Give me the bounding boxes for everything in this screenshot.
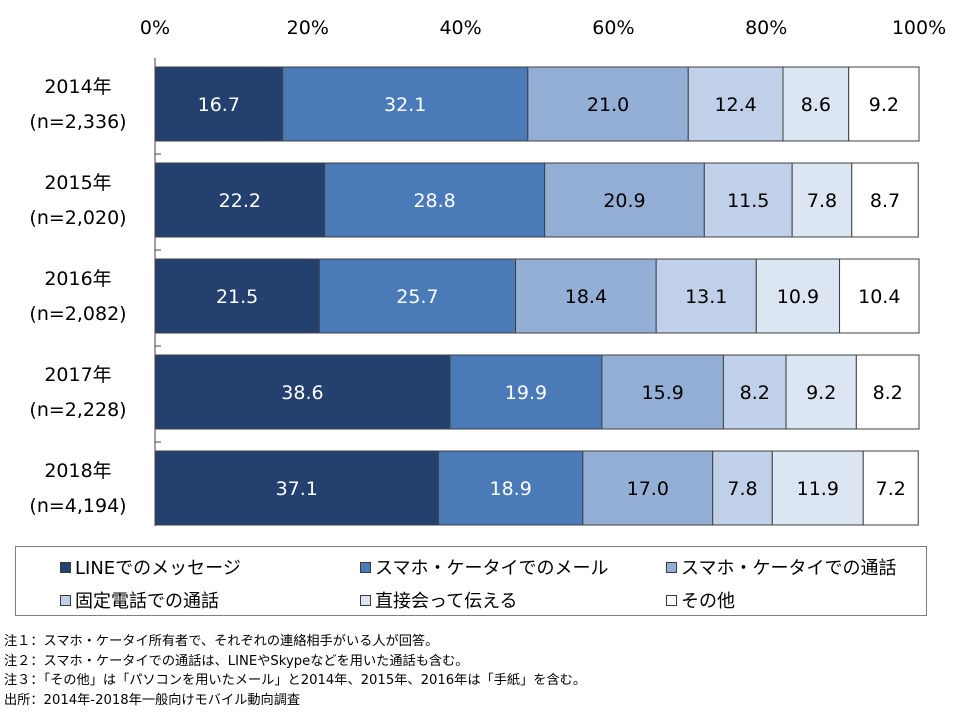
note-2: 注２：スマホ・ケータイでの通話は、LINEやSkypeなどを用いた通話も含む。 <box>4 653 469 669</box>
bar-segment <box>154 162 326 238</box>
data-label: 13.1 <box>685 286 727 308</box>
stacked-bar-chart: 0% 20% 40% 60% 80% 100% 16.7 32.1 21.0 12.4 8.6 9.2… <box>29 17 946 526</box>
legend-label: スマホ・ケータイでの通話 <box>681 558 897 579</box>
bar-segment <box>601 354 724 430</box>
bar-segment <box>687 66 784 142</box>
x-tick-label: 40% <box>439 17 481 39</box>
note-3: 注３：「その他」は「パソコンを用いたメール」と2014年、2015年、2016年… <box>4 673 587 688</box>
bar-segment <box>712 450 773 526</box>
y-category-label: (n=2,082) <box>29 303 126 325</box>
bar-segment <box>324 162 546 238</box>
y-category-label: (n=4,194) <box>29 495 126 517</box>
data-label: 12.4 <box>714 94 756 116</box>
legend-label: LINEでのメッセージ <box>75 558 241 579</box>
data-label: 21.5 <box>216 286 258 308</box>
bar-segment <box>782 66 850 142</box>
bar-segment <box>544 162 705 238</box>
legend-label: 固定電話での通話 <box>75 591 219 612</box>
bar-segment <box>154 450 439 526</box>
legend-item-mobile-mail: スマホ・ケータイでのメール <box>360 554 608 580</box>
data-label: 15.9 <box>642 382 684 404</box>
data-label: 21.0 <box>587 94 629 116</box>
legend-item-line-message: LINEでのメッセージ <box>60 554 241 580</box>
data-label: 8.7 <box>870 190 900 212</box>
data-label: 8.2 <box>873 382 903 404</box>
x-tick-label: 0% <box>140 17 170 39</box>
legend-swatch <box>60 561 71 573</box>
legend-label: スマホ・ケータイでのメール <box>375 558 609 579</box>
legend-label: その他 <box>681 591 735 612</box>
bar-segment <box>755 258 841 334</box>
legend-swatch <box>360 561 371 573</box>
data-label: 18.9 <box>489 478 531 500</box>
legend-swatch <box>666 561 677 573</box>
legend: LINEでのメッセージ スマホ・ケータイでのメール スマホ・ケータイでの通話 固… <box>15 546 927 616</box>
y-category-label: 2018年 <box>44 460 111 482</box>
bar-segment <box>722 354 787 430</box>
data-label: 8.6 <box>801 94 831 116</box>
bar-segment <box>154 66 284 142</box>
data-label: 7.8 <box>807 190 837 212</box>
bar-segment <box>703 162 793 238</box>
source-note: 出所：2014年-2018年一般向けモバイル動向調査 <box>4 692 301 708</box>
y-category-label: 2017年 <box>44 364 111 386</box>
legend-item-mobile-call: スマホ・ケータイでの通話 <box>666 554 896 580</box>
legend-item-landline-call: 固定電話での通話 <box>60 587 219 613</box>
x-tick-label: 80% <box>745 17 787 39</box>
data-label: 25.7 <box>396 286 438 308</box>
data-label: 18.4 <box>565 286 607 308</box>
data-label: 37.1 <box>276 478 318 500</box>
legend-swatch <box>60 594 71 606</box>
bar-segment <box>855 354 920 430</box>
y-category-label: (n=2,336) <box>29 111 126 133</box>
bar-segment <box>527 66 689 142</box>
legend-item-other: その他 <box>666 587 735 613</box>
x-tick-label: 100% <box>892 17 946 39</box>
legend-swatch <box>360 594 371 606</box>
data-label: 32.1 <box>384 94 426 116</box>
bar-segment <box>282 66 529 142</box>
data-label: 28.8 <box>413 190 455 212</box>
data-label: 10.4 <box>858 286 900 308</box>
footnotes: 注１：スマホ・ケータイ所有者で、それぞれの連絡相手がいる人が回答。 注２：スマホ… <box>4 632 586 710</box>
data-label: 7.8 <box>727 478 757 500</box>
data-label: 9.2 <box>869 94 899 116</box>
data-label: 17.0 <box>627 478 669 500</box>
data-label: 16.7 <box>198 94 240 116</box>
bar-segment <box>515 258 657 334</box>
bar-segment <box>851 162 919 238</box>
bar-segment <box>154 354 451 430</box>
data-label: 10.9 <box>777 286 819 308</box>
data-label: 19.9 <box>505 382 547 404</box>
y-category-label: 2015年 <box>44 172 111 194</box>
data-label: 9.2 <box>806 382 836 404</box>
data-label: 11.5 <box>727 190 769 212</box>
data-label: 22.2 <box>219 190 261 212</box>
bar-segment <box>839 258 920 334</box>
bar-segment <box>582 450 714 526</box>
legend-swatch <box>666 594 677 606</box>
y-category-label: (n=2,020) <box>29 207 126 229</box>
x-tick-label: 60% <box>592 17 634 39</box>
data-label: 38.6 <box>281 382 323 404</box>
bar-segment <box>848 66 920 142</box>
bar-segment <box>771 450 864 526</box>
note-1: 注１：スマホ・ケータイ所有者で、それぞれの連絡相手がいる人が回答。 <box>4 634 439 649</box>
y-category-label: 2016年 <box>44 268 111 290</box>
bar-segment <box>785 354 857 430</box>
bar-segment <box>862 450 919 526</box>
y-category-label: (n=2,228) <box>29 399 126 421</box>
data-label: 20.9 <box>603 190 645 212</box>
x-tick-label: 20% <box>287 17 329 39</box>
bar-segment <box>154 258 320 334</box>
data-label: 11.9 <box>797 478 839 500</box>
legend-item-face-to-face: 直接会って伝える <box>360 587 518 613</box>
bar-segment <box>655 258 757 334</box>
y-category-label: 2014年 <box>44 76 111 98</box>
bar-segment <box>318 258 517 334</box>
legend-label: 直接会って伝える <box>375 591 518 612</box>
data-label: 8.2 <box>740 382 770 404</box>
data-label: 7.2 <box>876 478 906 500</box>
bar-segment <box>449 354 603 430</box>
